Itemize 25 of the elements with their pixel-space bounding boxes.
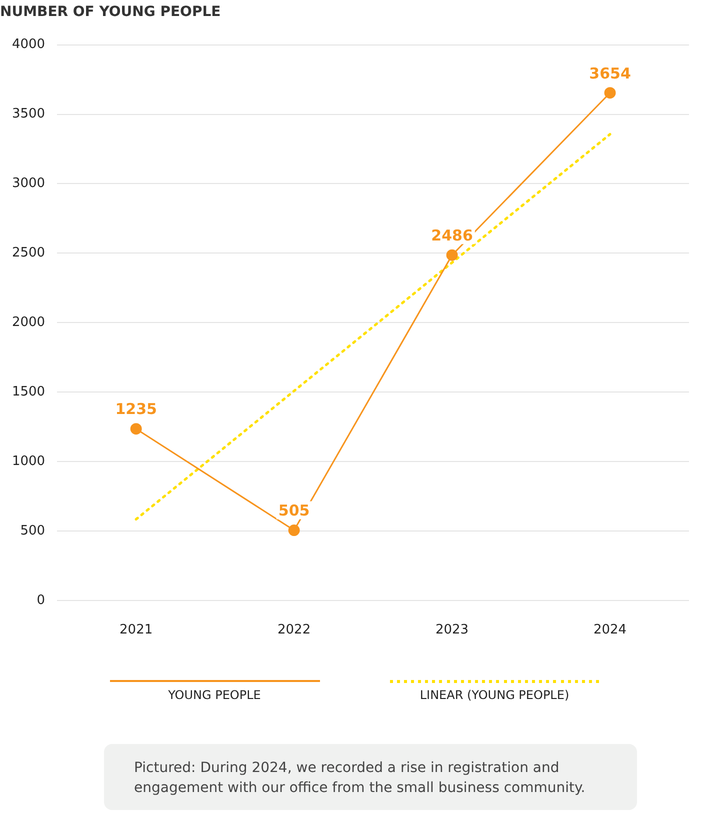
data-label: 3654 — [589, 64, 631, 82]
x-tick-label: 2024 — [593, 622, 627, 638]
point — [446, 249, 458, 261]
x-tick-label: 2023 — [435, 622, 469, 638]
x-tick-label: 2022 — [278, 622, 311, 638]
y-tick-label: 0 — [36, 592, 46, 608]
legend-label: LINEAR (YOUNG PEOPLE) — [420, 688, 570, 702]
point — [288, 524, 300, 536]
y-tick-label: 2000 — [12, 314, 46, 330]
y-tick-label: 500 — [20, 523, 46, 538]
y-tick-label: 1500 — [12, 384, 46, 400]
point — [604, 87, 616, 99]
y-tick-label: 3500 — [12, 106, 46, 122]
data-label: 1235 — [115, 400, 157, 418]
x-tick-label: 2021 — [120, 622, 153, 638]
y-tick-label: 3000 — [12, 176, 46, 192]
y-tick-label: 2500 — [12, 246, 46, 261]
y-tick-label: 4000 — [12, 37, 46, 52]
point — [130, 423, 142, 435]
chart-title: NUMBER OF YOUNG PEOPLE — [0, 4, 221, 20]
legend-label: YOUNG PEOPLE — [168, 688, 261, 702]
y-tick-label: 1000 — [12, 454, 46, 469]
data-label: 505 — [278, 502, 310, 520]
data-label: 2486 — [431, 226, 473, 244]
text: Pictured: During 2024, we recorded a rise in registration and engagement with our office from the small business community. — [104, 744, 637, 810]
